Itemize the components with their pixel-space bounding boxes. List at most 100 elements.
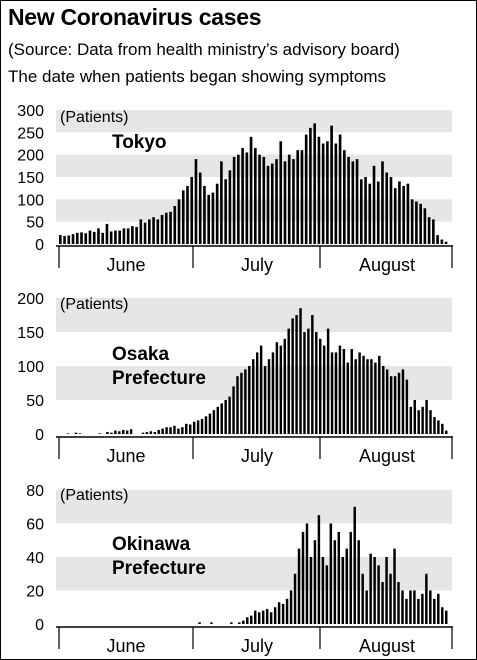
data-bar — [122, 429, 125, 434]
data-bar — [271, 352, 275, 434]
data-bar — [190, 177, 194, 244]
data-bar — [254, 610, 257, 624]
data-bar — [357, 540, 360, 624]
y-tick-label: 0 — [35, 237, 44, 254]
y-tick-label: 100 — [17, 359, 44, 376]
month-label: July — [241, 255, 273, 275]
data-bar — [210, 622, 213, 624]
data-bar — [257, 612, 261, 624]
data-bar — [325, 565, 329, 625]
data-bar — [405, 598, 408, 625]
data-bar — [259, 345, 263, 434]
data-bar — [169, 427, 172, 434]
data-bar — [295, 315, 298, 434]
data-bar — [417, 410, 420, 434]
region-label: Okinawa Prefecture — [112, 534, 206, 579]
data-bar — [189, 424, 192, 434]
data-bar — [249, 136, 253, 244]
data-bar — [212, 410, 216, 434]
data-bar — [215, 183, 219, 244]
data-bar — [246, 617, 249, 624]
y-tick-label: 150 — [17, 170, 44, 187]
data-bar — [433, 417, 436, 434]
data-bar — [237, 154, 240, 244]
data-bar — [220, 403, 223, 434]
data-bar — [326, 141, 329, 244]
data-bar — [401, 590, 404, 624]
y-tick-label: 0 — [35, 427, 44, 444]
data-bar — [393, 188, 397, 244]
data-bar — [405, 379, 409, 434]
data-bar — [255, 352, 259, 434]
data-bar — [98, 433, 101, 434]
data-bar — [165, 427, 168, 434]
data-bar — [250, 615, 253, 625]
data-bar — [313, 540, 317, 624]
data-bar — [126, 228, 130, 244]
month-label: July — [241, 446, 273, 466]
data-bar — [125, 430, 129, 434]
data-bar — [359, 179, 363, 244]
data-bar — [248, 366, 251, 434]
chart-panel-1: 0 50 100 150 200 June July August (Patients) Osak… — [17, 291, 453, 466]
data-bar — [244, 369, 247, 434]
data-bar — [297, 548, 301, 625]
data-bar — [321, 557, 325, 624]
y-tick-label: 250 — [17, 125, 44, 142]
data-bar — [228, 396, 231, 434]
month-label: June — [106, 255, 145, 275]
data-bar — [59, 235, 62, 244]
y-tick-label: 300 — [17, 103, 44, 120]
data-bar — [186, 185, 189, 244]
data-bar — [342, 349, 346, 434]
data-bar — [361, 573, 364, 624]
data-bar — [153, 431, 156, 434]
data-bar — [299, 308, 302, 434]
data-bar — [287, 328, 290, 434]
data-bar — [285, 598, 289, 625]
y-tick-label: 80 — [26, 483, 44, 500]
data-bar — [207, 194, 210, 244]
data-bar — [177, 199, 181, 244]
data-bar — [173, 206, 177, 244]
data-bar — [330, 125, 333, 244]
data-bar — [393, 376, 397, 434]
grid-band — [56, 490, 452, 524]
data-bar — [200, 419, 204, 434]
region-label-line: Prefecture — [112, 368, 206, 389]
data-bar — [433, 598, 436, 625]
data-bar — [211, 192, 215, 244]
data-bar — [84, 233, 88, 244]
data-bar — [122, 228, 126, 244]
data-bar — [135, 227, 138, 244]
data-bar — [131, 226, 134, 244]
data-bar — [441, 423, 444, 434]
data-bar — [309, 557, 313, 624]
data-bar — [333, 540, 337, 624]
data-bar — [354, 359, 357, 434]
data-bar — [437, 593, 440, 624]
data-bar — [275, 159, 278, 244]
data-bar — [409, 406, 413, 434]
data-bar — [369, 553, 372, 624]
data-bar — [139, 219, 143, 244]
data-bar — [92, 231, 96, 244]
data-bar — [75, 232, 79, 244]
month-label: June — [106, 446, 145, 466]
data-bar — [145, 431, 149, 434]
data-bar — [173, 425, 176, 434]
data-bar — [277, 602, 281, 624]
data-bar — [242, 620, 245, 624]
data-bar — [262, 156, 266, 244]
data-bar — [421, 406, 424, 434]
data-bar — [267, 359, 271, 434]
data-bar — [415, 201, 418, 244]
data-bar — [97, 228, 100, 244]
data-bar — [313, 123, 316, 244]
data-bar — [194, 159, 198, 244]
data-bar — [281, 603, 285, 624]
data-bar — [413, 400, 416, 434]
data-bar — [283, 161, 287, 244]
data-bar — [440, 239, 444, 244]
data-bar — [106, 431, 109, 434]
